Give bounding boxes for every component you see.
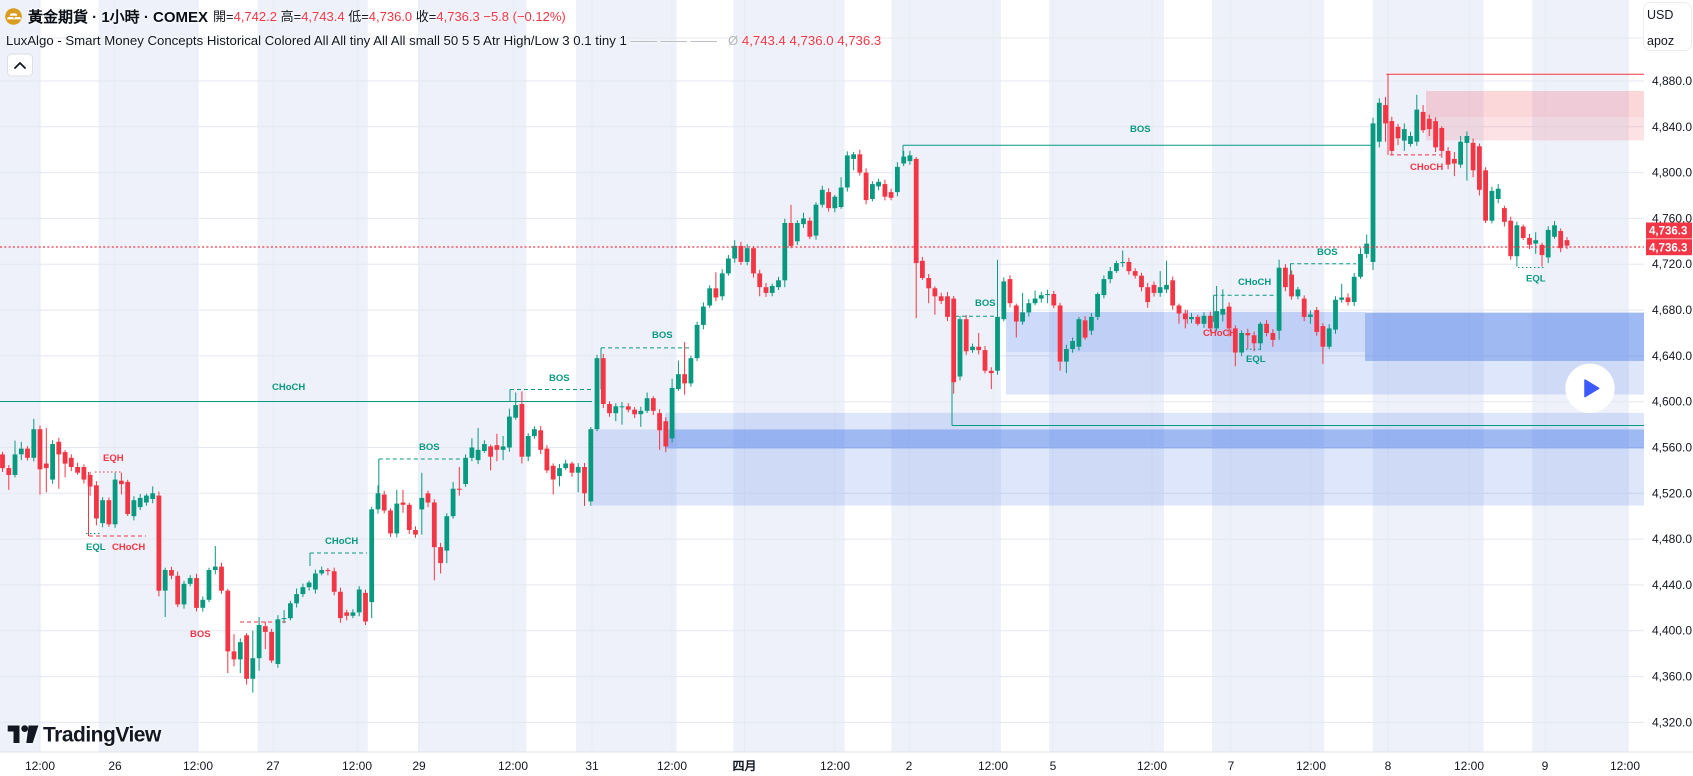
svg-text:BOS: BOS — [549, 373, 570, 384]
svg-text:CHoCH: CHoCH — [272, 382, 305, 393]
svg-text:BOS: BOS — [1317, 247, 1338, 258]
svg-text:26: 26 — [108, 759, 122, 773]
svg-text:4,736.3: 4,736.3 — [1649, 242, 1687, 254]
svg-text:BOS: BOS — [419, 442, 440, 453]
svg-text:BOS: BOS — [1130, 124, 1151, 135]
svg-text:12:00: 12:00 — [657, 759, 687, 773]
svg-text:4,400.0: 4,400.0 — [1652, 624, 1692, 638]
svg-text:4,520.0: 4,520.0 — [1652, 486, 1692, 500]
svg-text:7: 7 — [1228, 759, 1235, 773]
svg-text:4,600.0: 4,600.0 — [1652, 395, 1692, 409]
svg-text:9: 9 — [1542, 759, 1549, 773]
svg-text:CHoCH: CHoCH — [112, 542, 145, 553]
svg-text:BOS: BOS — [652, 330, 673, 341]
svg-text:apoz: apoz — [1647, 34, 1674, 48]
svg-text:5: 5 — [1050, 759, 1057, 773]
svg-text:BOS: BOS — [975, 298, 996, 309]
svg-text:4,560.0: 4,560.0 — [1652, 441, 1692, 455]
svg-text:EQL: EQL — [1246, 354, 1266, 365]
svg-text:27: 27 — [266, 759, 280, 773]
svg-text:開=4,742.2 高=4,743.4 低=4,736.0: 開=4,742.2 高=4,743.4 低=4,736.0 收=4,736.3 … — [213, 9, 566, 24]
svg-text:4,360.0: 4,360.0 — [1652, 670, 1692, 684]
svg-text:EQL: EQL — [1526, 274, 1546, 285]
svg-text:4,736.3: 4,736.3 — [1649, 226, 1687, 238]
svg-text:12:00: 12:00 — [820, 759, 850, 773]
svg-text:EQH: EQH — [103, 453, 124, 464]
svg-text:LuxAlgo - Smart Money Concepts: LuxAlgo - Smart Money Concepts Historica… — [6, 33, 881, 48]
svg-text:12:00: 12:00 — [1296, 759, 1326, 773]
svg-text:12:00: 12:00 — [25, 759, 55, 773]
svg-text:2: 2 — [906, 759, 913, 773]
svg-text:4,840.0: 4,840.0 — [1652, 120, 1692, 134]
svg-text:12:00: 12:00 — [498, 759, 528, 773]
svg-text:4,720.0: 4,720.0 — [1652, 257, 1692, 271]
svg-text:12:00: 12:00 — [183, 759, 213, 773]
svg-text:29: 29 — [412, 759, 426, 773]
svg-text:CHoCH: CHoCH — [1410, 162, 1443, 173]
svg-text:USD: USD — [1647, 8, 1673, 22]
svg-text:12:00: 12:00 — [1454, 759, 1484, 773]
svg-text:四月: 四月 — [732, 759, 756, 773]
svg-text:8: 8 — [1385, 759, 1392, 773]
svg-text:4,800.0: 4,800.0 — [1652, 166, 1692, 180]
svg-text:4,680.0: 4,680.0 — [1652, 303, 1692, 317]
svg-text:4,320.0: 4,320.0 — [1652, 715, 1692, 729]
svg-text:CHoCH: CHoCH — [1238, 277, 1271, 288]
svg-text:12:00: 12:00 — [342, 759, 372, 773]
svg-text:4,440.0: 4,440.0 — [1652, 578, 1692, 592]
svg-text:黃金期貨 · 1小時 · COMEX: 黃金期貨 · 1小時 · COMEX — [28, 8, 208, 26]
svg-text:4,760.0: 4,760.0 — [1652, 211, 1692, 225]
svg-text:TradingView: TradingView — [43, 724, 162, 747]
svg-text:12:00: 12:00 — [1610, 759, 1640, 773]
svg-text:BOS: BOS — [190, 629, 211, 640]
svg-text:31: 31 — [585, 759, 599, 773]
svg-text:4,480.0: 4,480.0 — [1652, 532, 1692, 546]
svg-text:12:00: 12:00 — [978, 759, 1008, 773]
svg-text:4,640.0: 4,640.0 — [1652, 349, 1692, 363]
svg-text:4,880.0: 4,880.0 — [1652, 74, 1692, 88]
svg-text:CHoCH: CHoCH — [1203, 328, 1236, 339]
svg-text:CHoCH: CHoCH — [325, 536, 358, 547]
svg-text:12:00: 12:00 — [1137, 759, 1167, 773]
svg-text:EQL: EQL — [86, 542, 106, 553]
